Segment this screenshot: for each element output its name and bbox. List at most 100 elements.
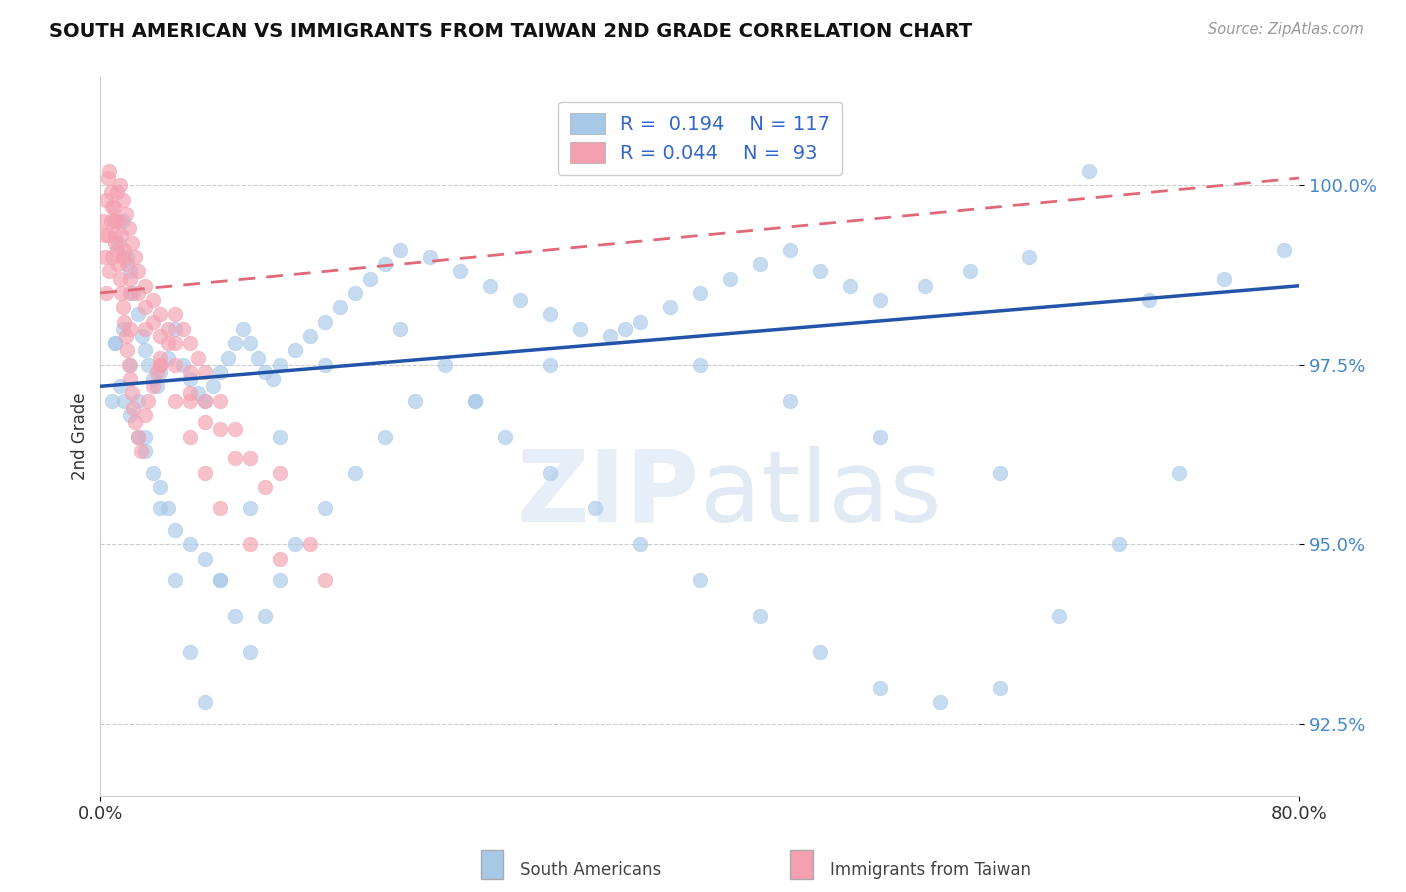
Point	[314, 501, 336, 516]
Point	[134, 343, 156, 358]
Point	[100, 214, 122, 228]
Point	[94, 250, 117, 264]
Point	[165, 336, 187, 351]
Text: Source: ZipAtlas.com: Source: ZipAtlas.com	[1208, 22, 1364, 37]
Point	[613, 322, 636, 336]
Point	[134, 429, 156, 443]
Point	[104, 336, 127, 351]
Point	[1168, 466, 1191, 480]
Point	[105, 186, 128, 200]
Point	[112, 315, 135, 329]
Point	[434, 358, 457, 372]
Point	[136, 393, 159, 408]
Point	[374, 257, 396, 271]
Point	[134, 301, 156, 315]
Legend: R =  0.194    N = 117, R = 0.044    N =  93: R = 0.194 N = 117, R = 0.044 N = 93	[558, 102, 842, 175]
Point	[314, 315, 336, 329]
Point	[107, 214, 129, 228]
Point	[869, 429, 891, 443]
Point	[224, 336, 246, 351]
Point	[959, 264, 981, 278]
Point	[224, 451, 246, 466]
Point	[103, 200, 125, 214]
Text: Immigrants from Taiwan: Immigrants from Taiwan	[830, 861, 1031, 879]
Point	[120, 372, 142, 386]
Point	[389, 243, 412, 257]
Point	[142, 315, 165, 329]
Point	[107, 235, 129, 250]
Point	[179, 645, 201, 659]
Point	[779, 243, 801, 257]
Point	[209, 574, 232, 588]
Point	[111, 301, 134, 315]
Point	[239, 537, 262, 551]
Point	[269, 358, 291, 372]
Point	[449, 264, 471, 278]
Point	[838, 278, 860, 293]
Point	[254, 365, 277, 379]
Point	[389, 322, 412, 336]
Point	[104, 235, 127, 250]
Point	[779, 393, 801, 408]
Point	[404, 393, 426, 408]
Point	[120, 264, 142, 278]
Point	[269, 429, 291, 443]
Point	[165, 322, 187, 336]
Point	[149, 501, 172, 516]
Point	[146, 379, 169, 393]
Point	[97, 171, 120, 186]
Point	[689, 285, 711, 300]
Point	[98, 264, 121, 278]
Point	[111, 250, 134, 264]
Point	[239, 501, 262, 516]
Point	[117, 343, 139, 358]
Point	[121, 235, 143, 250]
Text: South Americans: South Americans	[520, 861, 661, 879]
Point	[149, 365, 172, 379]
Point	[127, 429, 149, 443]
Point	[127, 285, 149, 300]
Point	[156, 322, 179, 336]
Point	[114, 329, 136, 343]
Point	[689, 574, 711, 588]
Point	[187, 351, 209, 365]
Point	[127, 308, 149, 322]
Point	[1213, 271, 1236, 285]
Point	[1078, 164, 1101, 178]
Point	[224, 422, 246, 436]
Point	[538, 358, 561, 372]
Point	[583, 501, 606, 516]
Point	[599, 329, 621, 343]
Point	[239, 645, 262, 659]
Point	[988, 681, 1011, 695]
Point	[194, 415, 217, 429]
Point	[269, 466, 291, 480]
Point	[122, 401, 145, 415]
Point	[110, 285, 132, 300]
Point	[120, 271, 142, 285]
Point	[179, 336, 201, 351]
Text: SOUTH AMERICAN VS IMMIGRANTS FROM TAIWAN 2ND GRADE CORRELATION CHART: SOUTH AMERICAN VS IMMIGRANTS FROM TAIWAN…	[49, 22, 973, 41]
Point	[209, 393, 232, 408]
Point	[239, 451, 262, 466]
Point	[689, 358, 711, 372]
Point	[118, 358, 141, 372]
Point	[120, 358, 142, 372]
Point	[111, 214, 134, 228]
Point	[165, 393, 187, 408]
Point	[134, 322, 156, 336]
Point	[96, 193, 118, 207]
Point	[122, 285, 145, 300]
Point	[314, 358, 336, 372]
Point	[172, 358, 194, 372]
Point	[127, 429, 149, 443]
Point	[111, 322, 134, 336]
Point	[538, 308, 561, 322]
Point	[156, 501, 179, 516]
Point	[1137, 293, 1160, 307]
Point	[718, 271, 741, 285]
Point	[121, 386, 143, 401]
Point	[146, 365, 169, 379]
Point	[131, 329, 153, 343]
Point	[134, 408, 156, 422]
